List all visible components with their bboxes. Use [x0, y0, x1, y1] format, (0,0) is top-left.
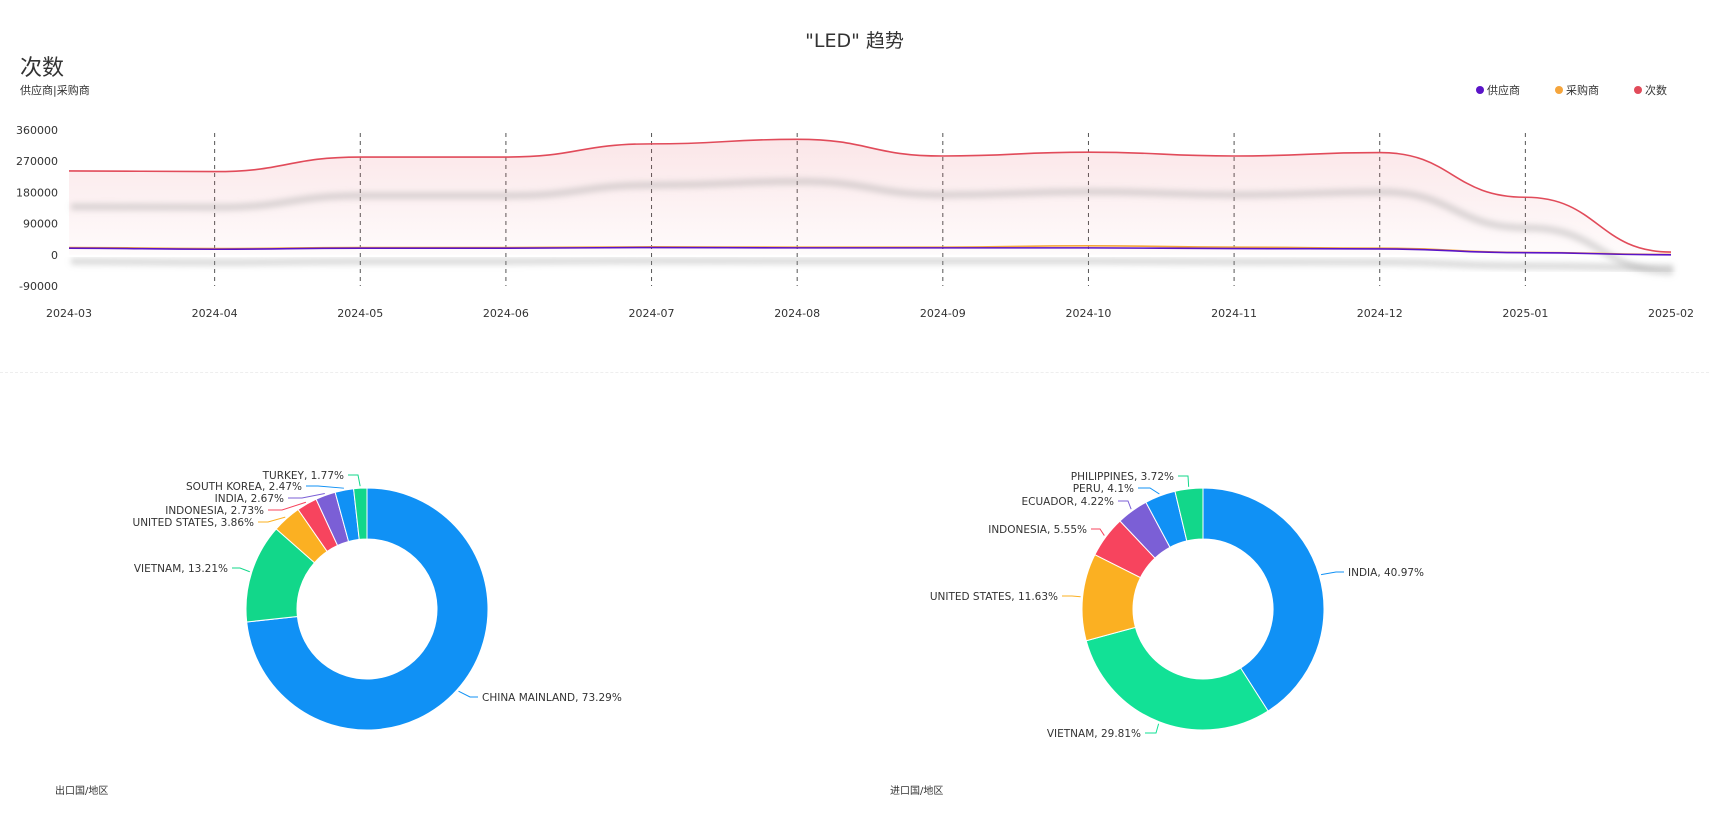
- legend-dot-icon: [1555, 86, 1563, 94]
- pie-charts: CHINA MAINLAND, 73.29% VIETNAM, 13.21% UNI…: [133, 470, 1425, 740]
- slice-label: CHINA MAINLAND, 73.29%: [482, 692, 622, 704]
- legend-label: 次数: [1645, 84, 1667, 97]
- slice-label: SOUTH KOREA, 2.47%: [186, 481, 302, 493]
- x-tick-label: 2024-09: [920, 307, 966, 320]
- count-series-area: [69, 139, 1671, 255]
- data-point: [214, 249, 215, 250]
- y-tick-label: -90000: [19, 280, 58, 293]
- slice-label: UNITED STATES, 11.63%: [930, 591, 1058, 603]
- pie-slice: [1202, 487, 1325, 712]
- label-leader-line: [1320, 571, 1344, 576]
- x-tick-label: 2024-08: [774, 307, 820, 320]
- x-tick-label: 2024-06: [483, 307, 529, 320]
- x-tick-label: 2024-04: [192, 307, 238, 320]
- label-leader-line: [458, 690, 478, 698]
- label-leader-line: [1091, 528, 1105, 536]
- data-point: [1525, 252, 1526, 253]
- slice-label: INDIA, 40.97%: [1348, 567, 1424, 579]
- label-leader-line: [348, 474, 361, 487]
- label-leader-line: [258, 516, 286, 523]
- legend-dot-icon: [1634, 86, 1642, 94]
- data-point: [651, 143, 652, 144]
- data-point: [1671, 252, 1672, 253]
- data-point: [1379, 248, 1380, 249]
- metric-sublabel: 供应商|采购商: [20, 84, 90, 97]
- chart-title: "LED" 趋势: [805, 30, 904, 52]
- pie-slice: [246, 487, 489, 731]
- slice-label: VIETNAM, 29.81%: [1047, 728, 1141, 740]
- data-point: [1234, 247, 1235, 248]
- pie-slice: [353, 487, 368, 540]
- label-leader-line: [1138, 487, 1160, 495]
- y-tick-label: 90000: [23, 218, 58, 231]
- pie-slice: [1174, 487, 1204, 542]
- supplier-series-line: [68, 246, 1672, 256]
- data-point: [942, 156, 943, 157]
- data-point: [69, 248, 70, 249]
- data-point: [797, 247, 798, 248]
- line-chart: 360000 270000 180000 90000 0 -90000 2024-03 202…: [16, 124, 1694, 320]
- y-tick-label: 360000: [16, 124, 58, 137]
- x-tick-label: 2025-02: [1648, 307, 1694, 320]
- metric-label: 次数: [20, 56, 65, 81]
- x-tick-label: 2024-03: [46, 307, 92, 320]
- data-point: [942, 247, 943, 248]
- label-leader-line: [306, 485, 344, 489]
- x-tick-label: 2024-10: [1065, 307, 1111, 320]
- label-leader-line: [1062, 595, 1081, 598]
- data-point: [505, 248, 506, 249]
- legend-dot-icon: [1476, 86, 1484, 94]
- data-point: [69, 170, 70, 171]
- data-point: [1088, 247, 1089, 248]
- data-point: [1234, 248, 1235, 249]
- data-point: [214, 171, 215, 172]
- data-point: [1379, 152, 1380, 153]
- data-point: [360, 248, 361, 249]
- x-tick-label: 2025-01: [1502, 307, 1548, 320]
- y-tick-label: 0: [51, 249, 58, 262]
- data-point: [360, 157, 361, 158]
- data-point: [797, 139, 798, 140]
- slice-label: INDIA, 2.67%: [215, 493, 284, 505]
- data-point: [1525, 197, 1526, 198]
- count-series-shadow: [70, 178, 1674, 276]
- label-leader-line: [1178, 475, 1190, 487]
- section-divider: [0, 372, 1709, 373]
- supplier-series-shadow: [70, 257, 1674, 272]
- count-series-line: [68, 138, 1672, 253]
- label-leader-line: [1145, 723, 1160, 734]
- slice-label: PERU, 4.1%: [1073, 483, 1134, 495]
- slice-label: PHILIPPINES, 3.72%: [1071, 471, 1174, 483]
- pie-slice: [1085, 626, 1269, 731]
- legend-item-supplier[interactable]: 供应商: [1476, 82, 1520, 98]
- import-region-caption: 进口国/地区: [890, 786, 944, 797]
- data-point: [1088, 152, 1089, 153]
- data-point: [1671, 254, 1672, 255]
- data-point: [505, 157, 506, 158]
- legend-item-count[interactable]: 次数: [1634, 82, 1667, 98]
- legend-label: 采购商: [1566, 84, 1599, 97]
- slice-label: INDONESIA, 5.55%: [988, 524, 1087, 536]
- x-tick-label: 2024-11: [1211, 307, 1257, 320]
- x-tick-label: 2024-05: [337, 307, 383, 320]
- legend-label: 供应商: [1487, 84, 1520, 97]
- slice-label: TURKEY, 1.77%: [262, 470, 344, 482]
- y-tick-label: 270000: [16, 155, 58, 168]
- label-leader-line: [268, 501, 307, 511]
- label-leader-line: [288, 492, 325, 499]
- label-leader-line: [232, 567, 250, 573]
- data-point: [651, 247, 652, 248]
- data-point: [1088, 245, 1089, 246]
- slice-label: VIETNAM, 13.21%: [134, 563, 228, 575]
- label-leader-line: [1118, 500, 1132, 510]
- export-region-caption: 出口国/地区: [55, 786, 109, 797]
- y-tick-label: 180000: [16, 186, 58, 199]
- x-tick-label: 2024-12: [1357, 307, 1403, 320]
- slice-label: UNITED STATES, 3.86%: [133, 517, 255, 529]
- data-point: [1234, 156, 1235, 157]
- x-tick-label: 2024-07: [629, 307, 675, 320]
- slice-label: ECUADOR, 4.22%: [1021, 496, 1114, 508]
- slice-label: INDONESIA, 2.73%: [165, 505, 264, 517]
- legend-item-buyer[interactable]: 采购商: [1555, 82, 1599, 98]
